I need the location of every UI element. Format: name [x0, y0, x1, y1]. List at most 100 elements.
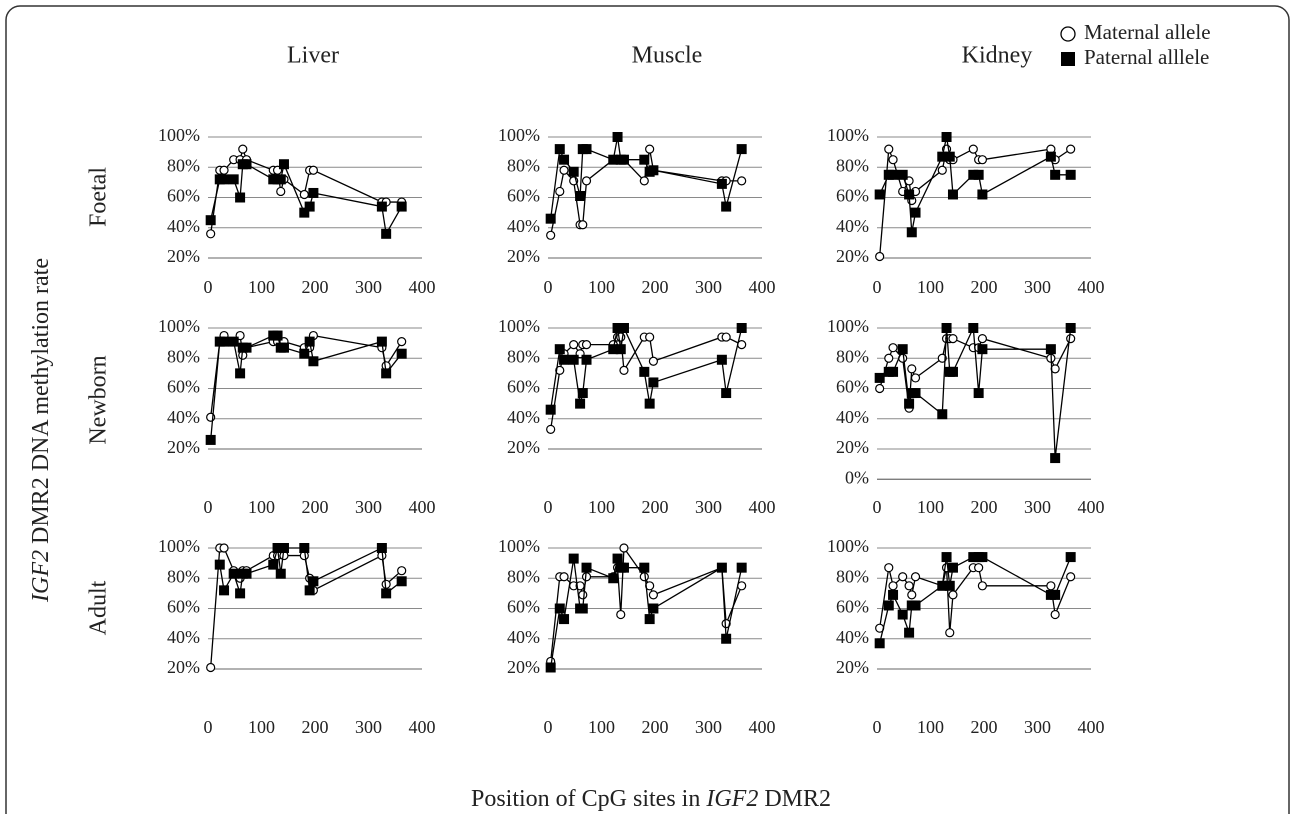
marker [973, 169, 984, 180]
x-tick-label: 300 [1024, 717, 1051, 737]
marker [974, 563, 984, 573]
legend-marker [1060, 26, 1076, 42]
marker [937, 151, 948, 162]
marker [275, 568, 286, 579]
marker [554, 603, 565, 614]
marker [906, 227, 917, 238]
y-tick-label: 20% [836, 657, 869, 677]
marker [904, 627, 915, 638]
marker [397, 337, 407, 347]
marker [639, 366, 650, 377]
marker [904, 398, 915, 409]
y-tick-label: 100% [498, 316, 540, 336]
marker [888, 581, 898, 591]
marker [308, 187, 319, 198]
marker [238, 144, 248, 154]
x-tick-label: 100 [248, 717, 275, 737]
x-tick-label: 300 [355, 717, 382, 737]
marker [578, 590, 588, 600]
marker [937, 353, 947, 363]
y-tick-label: 80% [167, 566, 200, 586]
marker [1065, 552, 1076, 563]
y-tick-label: 40% [836, 407, 869, 427]
marker [968, 323, 979, 333]
marker [888, 155, 898, 165]
marker [1065, 169, 1076, 180]
marker [947, 366, 958, 377]
y-label-part: IGF2 [28, 550, 54, 603]
x-tick-label: 0 [873, 277, 882, 297]
marker [396, 348, 407, 359]
column-title: Liver [287, 43, 339, 69]
marker [577, 603, 588, 614]
marker [737, 176, 747, 186]
marker [577, 388, 588, 399]
x-tick-label: 200 [302, 717, 329, 737]
x-tick-label: 300 [1024, 277, 1051, 297]
marker [1066, 333, 1076, 344]
marker [308, 356, 319, 367]
marker [569, 340, 579, 350]
x-tick-label: 100 [917, 497, 944, 517]
x-tick-label: 300 [355, 497, 382, 517]
marker [948, 333, 958, 344]
marker [888, 589, 899, 600]
marker [716, 178, 727, 189]
marker [937, 409, 948, 420]
marker [977, 155, 987, 165]
marker [299, 189, 309, 200]
marker [381, 228, 392, 239]
marker [559, 154, 570, 165]
marker [228, 336, 239, 347]
marker [235, 192, 246, 203]
marker [396, 201, 407, 212]
marker [1066, 572, 1076, 582]
marker [616, 609, 626, 620]
row-label: Newborn [86, 355, 112, 444]
marker [898, 572, 908, 582]
marker [381, 368, 392, 379]
marker [888, 366, 899, 377]
x-label-part: IGF2 [705, 786, 758, 812]
y-tick-label: 20% [167, 657, 200, 677]
x-tick-label: 0 [544, 277, 553, 297]
marker [648, 165, 659, 176]
marker [897, 609, 908, 620]
y-tick-label: 40% [167, 407, 200, 427]
marker [559, 354, 570, 365]
marker [268, 559, 279, 570]
marker [376, 336, 387, 347]
marker [639, 176, 649, 186]
y-tick-label: 80% [836, 155, 869, 175]
y-tick-label: 40% [836, 216, 869, 236]
y-tick-label: 40% [167, 216, 200, 236]
marker [716, 354, 727, 365]
x-axis-label: Position of CpG sites in IGF2 DMR2 [441, 786, 849, 812]
marker [888, 169, 899, 180]
marker [219, 543, 229, 553]
marker [948, 590, 958, 600]
marker [888, 343, 898, 353]
x-tick-label: 300 [695, 717, 722, 737]
marker [648, 590, 658, 600]
marker [559, 614, 570, 625]
marker [910, 572, 921, 582]
marker [545, 213, 556, 224]
y-tick-label: 80% [167, 346, 200, 366]
x-tick-label: 400 [409, 497, 436, 517]
marker [568, 354, 579, 365]
marker [581, 562, 592, 573]
marker [219, 585, 230, 596]
y-tick-label: 100% [827, 536, 869, 556]
marker [381, 588, 392, 599]
marker [308, 165, 318, 175]
marker [1045, 344, 1056, 355]
marker [884, 563, 894, 573]
y-tick-label: 40% [507, 216, 540, 236]
marker [608, 344, 619, 355]
marker [376, 543, 387, 553]
marker [206, 662, 216, 673]
marker [910, 207, 921, 218]
marker [555, 365, 565, 375]
row-label: Adult [86, 580, 112, 635]
